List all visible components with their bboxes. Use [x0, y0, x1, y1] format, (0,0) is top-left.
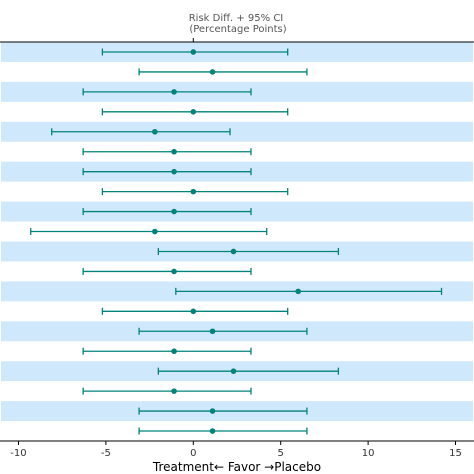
x-tick-label: -10	[10, 448, 26, 459]
ci-row	[82, 208, 252, 216]
point-estimate	[171, 168, 177, 175]
ci-row	[51, 128, 231, 136]
ci-row	[138, 407, 308, 415]
point-estimate	[209, 428, 216, 434]
point-estimate	[171, 268, 177, 275]
ci-row	[175, 287, 443, 295]
point-estimate	[209, 408, 216, 414]
point-estimate	[190, 109, 197, 115]
point-estimate	[171, 89, 177, 95]
ci-row	[157, 367, 340, 375]
ci-row	[101, 188, 289, 196]
point-estimate	[295, 288, 301, 295]
confidence-intervals	[30, 48, 443, 435]
ci-row	[157, 247, 340, 255]
point-estimate	[209, 69, 216, 75]
point-estimate	[230, 248, 237, 255]
ci-row	[30, 228, 268, 236]
axes: -10 -5 0 5 10 15	[0, 38, 474, 459]
ci-row	[82, 88, 252, 96]
point-estimate	[171, 348, 177, 355]
point-estimate	[209, 328, 216, 335]
ci-row	[138, 68, 308, 76]
point-estimate	[190, 188, 197, 195]
ci-row	[101, 307, 289, 315]
chart-title-line1: Risk Diff. + 95% CI	[189, 13, 284, 24]
ci-row	[82, 267, 252, 275]
ci-row	[82, 387, 252, 395]
x-tick-label: -5	[101, 448, 111, 459]
point-estimate	[171, 148, 177, 155]
ci-row	[101, 108, 289, 116]
row-band	[1, 121, 473, 142]
ci-row	[101, 48, 289, 56]
point-estimate	[190, 49, 197, 55]
ci-row	[138, 327, 308, 335]
ci-row	[82, 148, 252, 156]
point-estimate	[152, 128, 158, 135]
chart-title-line2: (Percentage Points)	[189, 24, 286, 35]
ci-row	[82, 168, 252, 176]
x-tick-label: 0	[190, 448, 196, 459]
x-tick-label: 10	[362, 448, 375, 459]
x-axis-label: Treatment← Favor →Placebo	[152, 460, 321, 474]
ci-row	[138, 427, 308, 435]
ci-row	[82, 347, 252, 355]
point-estimate	[230, 368, 237, 374]
point-estimate	[171, 388, 177, 394]
x-tick-label: 5	[278, 448, 284, 459]
point-estimate	[190, 308, 197, 315]
point-estimate	[171, 208, 177, 215]
point-estimate	[152, 228, 158, 235]
x-tick-label: 15	[449, 448, 462, 459]
